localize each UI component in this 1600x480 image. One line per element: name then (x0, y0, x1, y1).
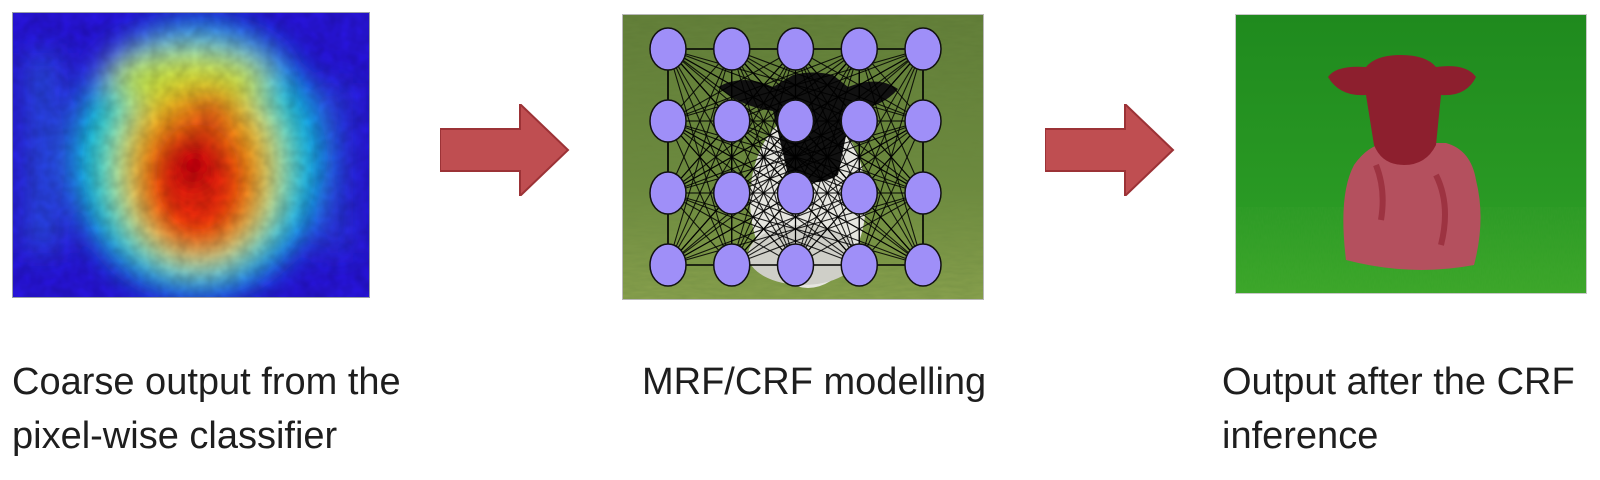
right-arrow-icon (440, 104, 570, 196)
graph-node (840, 27, 878, 71)
coarse-heatmap-image (13, 13, 369, 297)
graph-node (840, 99, 878, 143)
graph-node (713, 99, 751, 143)
segmentation-output-panel (1235, 14, 1587, 294)
graph-edge (667, 192, 796, 266)
graph-node (776, 243, 815, 287)
graph-edge (667, 120, 924, 194)
graph-node (713, 27, 751, 71)
graph-edge (731, 120, 924, 194)
caption-line: Output after the CRF (1222, 361, 1575, 403)
graph-edge (795, 192, 924, 266)
graph-node (840, 171, 878, 215)
caption-line: inference (1222, 415, 1379, 457)
graph-node (904, 243, 942, 287)
caption-crf-output: Output after the CRF inference (1222, 355, 1600, 463)
caption-coarse-output: Coarse output from the pixel-wise classi… (12, 355, 532, 463)
graph-edge (667, 120, 860, 194)
caption-crf-modelling: MRF/CRF modelling (642, 355, 1162, 409)
graph-node (649, 99, 687, 143)
graph-node (649, 243, 687, 287)
graph-edge (667, 48, 924, 122)
right-arrow-icon (1045, 104, 1175, 196)
graph-node (713, 243, 751, 287)
caption-line: pixel-wise classifier (12, 415, 338, 457)
segmentation-output-image (1236, 15, 1586, 293)
segmented-sheep (1328, 55, 1481, 270)
graph-edge (731, 48, 924, 122)
graph-node (904, 171, 942, 215)
graph-node (840, 243, 878, 287)
graph-edge (667, 48, 860, 122)
graph-node (649, 171, 687, 215)
graph-edge (667, 120, 796, 194)
crf-graph-image (623, 15, 983, 299)
graph-node (904, 99, 942, 143)
graph-node (904, 27, 942, 71)
crf-graph-panel (622, 14, 984, 300)
graph-node (776, 27, 815, 71)
graph-edge (731, 192, 924, 266)
graph-nodes (649, 27, 942, 287)
graph-edge (667, 48, 796, 122)
graph-node (649, 27, 687, 71)
graph-edge (667, 192, 924, 266)
graph-node (713, 171, 751, 215)
coarse-heatmap-panel (12, 12, 370, 298)
caption-line: Coarse output from the (12, 361, 401, 403)
caption-line: MRF/CRF modelling (642, 361, 987, 403)
graph-edge (667, 192, 860, 266)
graph-node (776, 171, 815, 215)
graph-node (776, 99, 815, 143)
